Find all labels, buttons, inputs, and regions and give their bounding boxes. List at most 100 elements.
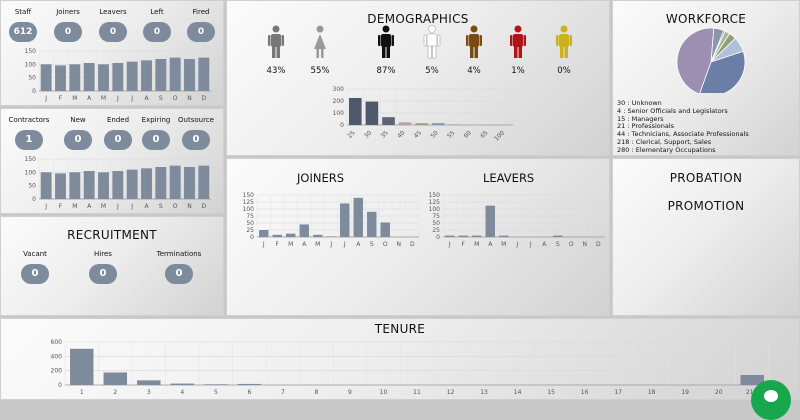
bar bbox=[137, 380, 160, 385]
x-tick-label: O bbox=[569, 241, 574, 248]
bar bbox=[55, 173, 66, 199]
bar bbox=[155, 59, 166, 91]
bar bbox=[340, 203, 349, 237]
y-tick-label: 75 bbox=[432, 213, 440, 220]
x-tick-label: 16 bbox=[581, 389, 589, 396]
bar bbox=[381, 222, 390, 237]
bar bbox=[112, 171, 123, 199]
stat-value-badge: 0 bbox=[182, 130, 210, 150]
bar bbox=[382, 117, 395, 125]
x-tick-label: 5 bbox=[214, 389, 218, 396]
stat-value-badge: 612 bbox=[9, 22, 37, 42]
bar bbox=[84, 63, 95, 91]
x-tick-label: A bbox=[542, 241, 547, 248]
bar bbox=[84, 171, 95, 199]
x-tick-label: J bbox=[262, 241, 265, 248]
bar bbox=[415, 123, 428, 125]
x-tick-label: 19 bbox=[681, 389, 689, 396]
yellow-figure-icon bbox=[554, 25, 574, 59]
bar bbox=[41, 172, 52, 199]
bar bbox=[445, 236, 454, 237]
x-tick-label: 20 bbox=[715, 389, 723, 396]
bar bbox=[98, 172, 109, 199]
workforce-pie-chart bbox=[613, 23, 800, 93]
bar bbox=[313, 235, 322, 237]
bar bbox=[198, 58, 209, 91]
demographic-percent: 4% bbox=[459, 66, 489, 76]
x-tick-label: 1 bbox=[80, 389, 84, 396]
stat-staff[interactable]: Staff 612 bbox=[0, 8, 47, 42]
bar bbox=[127, 62, 138, 91]
bar bbox=[104, 372, 127, 385]
x-tick-label: O bbox=[173, 95, 178, 102]
x-tick-label: J bbox=[116, 95, 119, 102]
x-tick-label: 15 bbox=[547, 389, 555, 396]
chat-button[interactable] bbox=[751, 380, 791, 420]
x-tick-label: N bbox=[187, 95, 192, 102]
stat-value-badge: 0 bbox=[89, 264, 117, 284]
y-tick-label: 0 bbox=[32, 196, 36, 203]
x-tick-label: J bbox=[130, 203, 133, 210]
red-figure-icon bbox=[508, 25, 528, 59]
demographic-figure: 55% bbox=[305, 25, 335, 76]
probation-promotion-panel: PROBATION PROMOTION bbox=[612, 158, 800, 316]
demographic-percent: 43% bbox=[261, 66, 291, 76]
bar bbox=[349, 98, 362, 125]
y-tick-label: 200 bbox=[333, 98, 345, 105]
demographic-percent: 5% bbox=[417, 66, 447, 76]
y-tick-label: 400 bbox=[51, 353, 63, 360]
bar bbox=[286, 234, 295, 237]
x-tick-label: 50 bbox=[429, 129, 439, 139]
y-tick-label: 100 bbox=[25, 169, 37, 176]
x-tick-label: M bbox=[501, 241, 506, 248]
x-tick-label: 10 bbox=[380, 389, 388, 396]
bar bbox=[300, 224, 309, 237]
y-tick-label: 50 bbox=[28, 183, 36, 190]
x-tick-label: 12 bbox=[447, 389, 455, 396]
x-tick-label: F bbox=[276, 241, 280, 248]
bar bbox=[499, 236, 508, 237]
stat-label: Left bbox=[133, 8, 181, 16]
x-tick-label: J bbox=[44, 203, 47, 210]
y-tick-label: 125 bbox=[429, 199, 441, 206]
demographics-title: DEMOGRAPHICS bbox=[227, 12, 609, 26]
x-tick-label: S bbox=[159, 203, 163, 210]
bar bbox=[273, 235, 282, 237]
x-tick-label: 11 bbox=[413, 389, 421, 396]
x-tick-label: F bbox=[59, 203, 63, 210]
bar bbox=[472, 236, 481, 237]
x-tick-label: D bbox=[596, 241, 601, 248]
x-tick-label: 25 bbox=[346, 129, 356, 139]
y-tick-label: 50 bbox=[432, 220, 440, 227]
bar bbox=[141, 60, 152, 91]
y-tick-label: 300 bbox=[333, 86, 345, 93]
x-tick-label: A bbox=[488, 241, 493, 248]
stat-label: Staff bbox=[0, 8, 47, 16]
x-tick-label: D bbox=[202, 203, 207, 210]
x-tick-label: 40 bbox=[396, 129, 406, 139]
x-tick-label: 55 bbox=[446, 129, 456, 139]
x-tick-label: 2 bbox=[113, 389, 117, 396]
bar bbox=[69, 172, 80, 199]
brown-figure-icon bbox=[464, 25, 484, 59]
bar bbox=[171, 384, 194, 385]
bar bbox=[98, 64, 109, 91]
x-tick-label: D bbox=[202, 95, 207, 102]
x-tick-label: N bbox=[397, 241, 402, 248]
joiners-title: JOINERS bbox=[297, 171, 344, 185]
stat-value-badge: 0 bbox=[99, 22, 127, 42]
bar bbox=[459, 236, 468, 237]
